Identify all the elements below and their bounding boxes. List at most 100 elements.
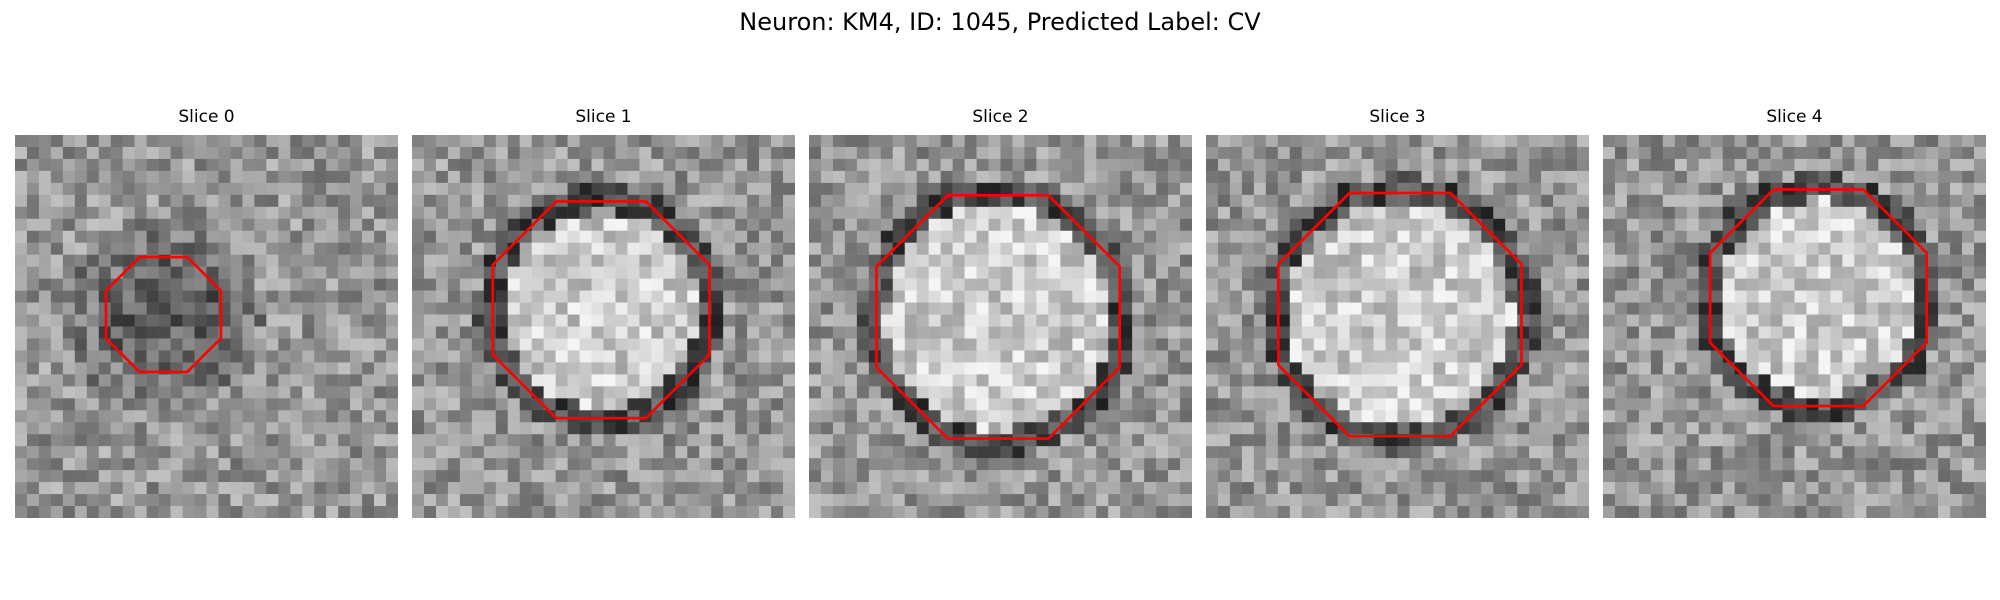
pixel xyxy=(1180,266,1192,279)
pixel xyxy=(170,446,183,459)
pixel xyxy=(1180,506,1192,518)
pixel xyxy=(1120,242,1133,255)
pixel xyxy=(1962,302,1975,315)
pixel xyxy=(483,434,497,447)
pixel xyxy=(1289,434,1302,447)
pixel xyxy=(663,170,676,184)
pixel xyxy=(1603,290,1616,303)
pixel xyxy=(735,135,748,148)
pixel xyxy=(1674,434,1688,447)
pixel xyxy=(1577,446,1589,459)
pixel xyxy=(723,398,736,411)
pixel xyxy=(892,170,905,184)
pixel xyxy=(868,230,882,243)
pixel xyxy=(1457,218,1470,231)
pixel xyxy=(1108,242,1121,255)
pixel xyxy=(1060,326,1073,339)
pixel xyxy=(809,362,822,375)
pixel xyxy=(1662,206,1676,220)
pixel xyxy=(1541,470,1554,483)
pixel xyxy=(362,350,375,363)
pixel xyxy=(1000,135,1013,148)
pixel xyxy=(290,434,303,447)
pixel xyxy=(1180,194,1192,208)
pixel xyxy=(122,458,135,471)
pixel xyxy=(1926,446,1939,459)
pixel xyxy=(1229,494,1243,507)
pixel xyxy=(326,158,339,172)
pixel xyxy=(940,242,953,255)
pixel xyxy=(1132,314,1145,327)
pixel xyxy=(38,290,52,303)
pixel xyxy=(1926,422,1939,435)
pixel xyxy=(290,350,303,363)
pixel xyxy=(1108,146,1121,160)
pixel xyxy=(675,470,688,483)
pixel xyxy=(1096,326,1109,339)
pixel xyxy=(1794,135,1807,148)
pixel xyxy=(651,482,664,495)
pixel xyxy=(1385,494,1398,507)
pixel xyxy=(687,218,700,231)
pixel xyxy=(663,458,676,471)
pixel xyxy=(1758,135,1771,148)
pixel xyxy=(832,470,846,483)
pixel xyxy=(1144,362,1157,375)
pixel xyxy=(1060,266,1073,279)
pixel xyxy=(1096,170,1109,184)
pixel xyxy=(1048,206,1061,220)
pixel xyxy=(952,314,965,327)
pixel xyxy=(1349,218,1362,231)
pixel xyxy=(651,290,664,303)
pixel xyxy=(1301,434,1314,447)
pixel xyxy=(844,482,858,495)
pixel xyxy=(940,206,953,220)
pixel xyxy=(435,158,449,172)
pixel xyxy=(1674,362,1688,375)
pixel xyxy=(1445,506,1458,518)
pixel xyxy=(591,434,604,447)
pixel xyxy=(1686,422,1699,435)
pixel xyxy=(1301,422,1314,435)
pixel xyxy=(1457,314,1470,327)
pixel xyxy=(1433,206,1446,220)
pixel xyxy=(1553,206,1566,220)
pixel xyxy=(86,218,100,231)
pixel xyxy=(86,278,100,291)
pixel xyxy=(1289,170,1302,184)
pixel xyxy=(1373,398,1386,411)
pixel xyxy=(1168,158,1181,172)
pixel xyxy=(567,398,580,411)
pixel xyxy=(892,494,905,507)
pixel xyxy=(86,326,100,339)
pixel xyxy=(519,398,532,411)
pixel xyxy=(916,302,929,315)
pixel xyxy=(1734,206,1747,220)
pixel xyxy=(723,206,736,220)
pixel xyxy=(735,398,748,411)
pixel xyxy=(1481,362,1494,375)
pixel xyxy=(1553,458,1566,471)
pixel xyxy=(1577,386,1589,399)
pixel xyxy=(170,338,183,351)
pixel xyxy=(1217,326,1231,339)
pixel xyxy=(218,278,231,291)
pixel xyxy=(1325,146,1338,160)
pixel xyxy=(820,230,834,243)
pixel xyxy=(1782,302,1795,315)
pixel xyxy=(1603,158,1616,172)
pixel xyxy=(447,434,461,447)
pixel xyxy=(1878,278,1891,291)
pixel xyxy=(1433,135,1446,148)
pixel xyxy=(15,290,28,303)
pixel xyxy=(1950,158,1963,172)
pixel xyxy=(1603,386,1616,399)
pixel xyxy=(1144,278,1157,291)
pixel xyxy=(182,506,195,518)
pixel xyxy=(1241,290,1255,303)
pixel xyxy=(206,206,219,220)
pixel xyxy=(1650,230,1664,243)
pixel xyxy=(928,230,941,243)
pixel xyxy=(1734,302,1747,315)
pixel xyxy=(1433,242,1446,255)
